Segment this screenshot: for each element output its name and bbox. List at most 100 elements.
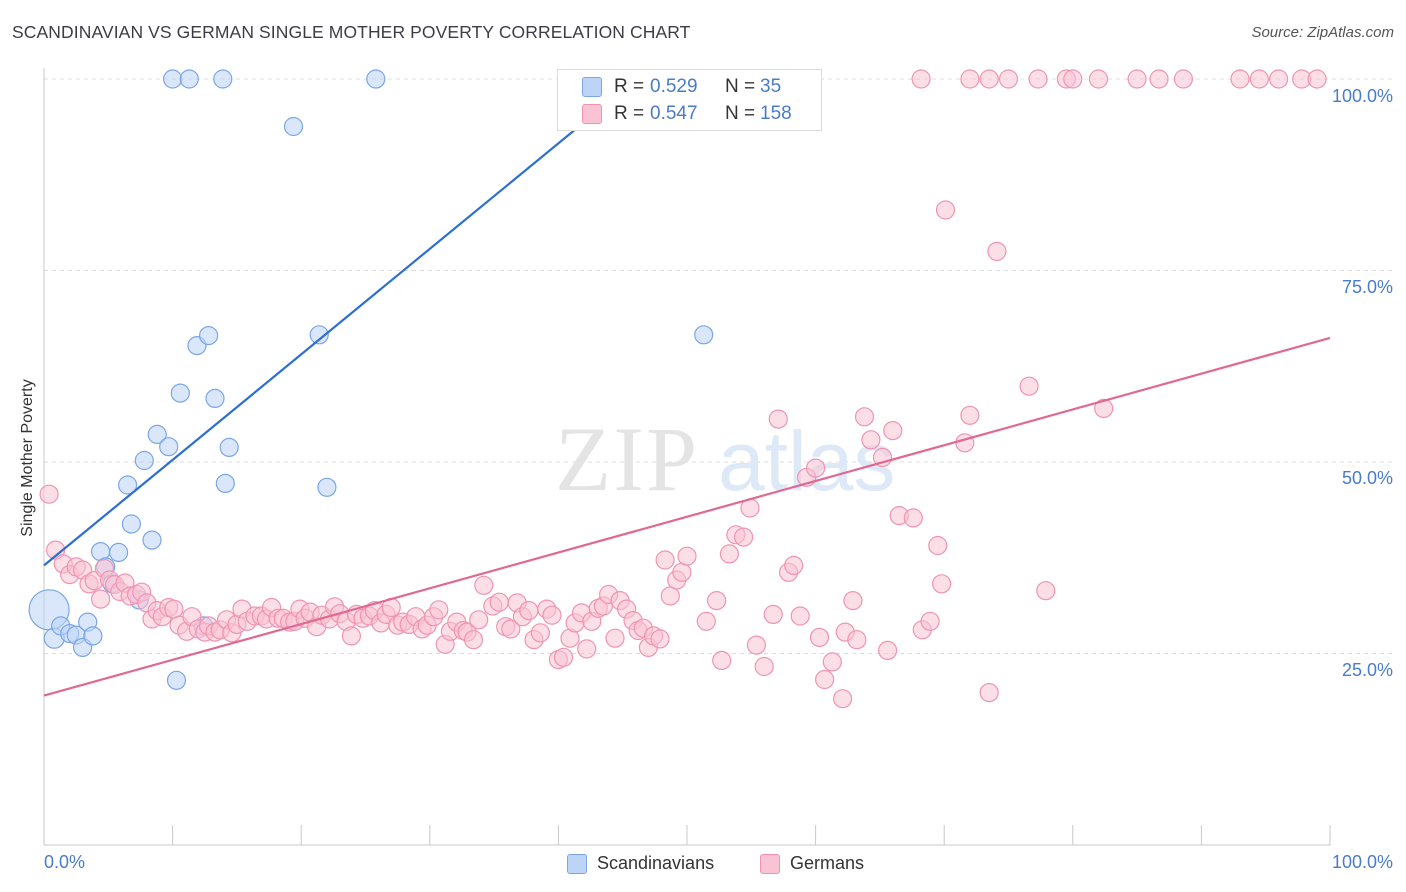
bottom-legend-label: Scandinavians xyxy=(597,853,715,873)
german-point xyxy=(854,407,875,427)
german-point xyxy=(1249,69,1269,89)
german-point xyxy=(998,69,1019,89)
german-point xyxy=(1127,69,1147,89)
scandinavian-point xyxy=(117,475,138,495)
german-point xyxy=(784,555,804,576)
german-point xyxy=(1230,69,1250,89)
german-point xyxy=(1019,376,1039,396)
german-point xyxy=(341,626,361,646)
german-point xyxy=(463,630,484,650)
scandinavian-point xyxy=(179,69,199,89)
scandinavian-point xyxy=(121,514,141,534)
legend-r-value: 0.547 xyxy=(650,103,698,124)
german-point xyxy=(1268,69,1289,89)
german-point xyxy=(489,592,509,612)
german-point xyxy=(90,589,111,609)
axes xyxy=(43,68,1331,846)
german-point xyxy=(847,630,867,650)
german-point xyxy=(660,586,680,606)
scandinavian-point xyxy=(219,437,239,457)
scandinavians-trendline xyxy=(43,78,638,567)
german-point xyxy=(164,599,184,619)
watermark-atlas: atlas xyxy=(718,414,895,508)
scandinavian-point xyxy=(108,542,129,563)
german-point xyxy=(960,405,980,425)
bottom-legend-swatch-germans xyxy=(760,854,780,874)
german-point xyxy=(979,69,999,89)
german-point xyxy=(719,544,740,564)
scandinavian-point xyxy=(199,326,219,346)
german-point xyxy=(1173,69,1194,89)
scandinavian-point xyxy=(134,450,154,471)
scandinavian-point xyxy=(83,626,103,646)
german-point xyxy=(832,689,853,709)
scandinavian-point xyxy=(317,477,337,497)
y-tick-label-50: 50.0% xyxy=(1341,468,1393,488)
german-point xyxy=(877,640,898,661)
german-point xyxy=(1149,69,1169,89)
scandinavian-point xyxy=(205,388,225,408)
germans-points xyxy=(39,69,1327,709)
german-point xyxy=(553,647,574,667)
watermark: ZIP atlas xyxy=(555,408,895,510)
german-point xyxy=(706,590,727,611)
german-point xyxy=(655,550,675,570)
grid-lines xyxy=(44,78,1395,654)
german-point xyxy=(530,623,551,643)
german-point xyxy=(469,610,489,630)
scandinavian-point xyxy=(215,473,235,493)
german-point xyxy=(805,458,826,478)
scandinavians-points xyxy=(28,69,714,690)
scandinavian-point xyxy=(694,325,714,345)
german-point xyxy=(429,600,449,620)
german-point xyxy=(474,575,494,595)
german-point xyxy=(1063,69,1083,89)
scandinavian-point xyxy=(170,383,190,403)
legend-n-value: 158 xyxy=(760,103,792,124)
german-point xyxy=(39,484,59,504)
y-tick-label-100: 100.0% xyxy=(1331,86,1393,106)
german-point xyxy=(763,604,783,625)
y-tick-label-75: 75.0% xyxy=(1341,277,1393,297)
german-point xyxy=(935,200,956,220)
german-point xyxy=(960,69,980,89)
german-point xyxy=(542,605,562,625)
german-point xyxy=(843,590,863,611)
german-point xyxy=(754,656,774,677)
german-point xyxy=(677,546,697,566)
scandinavian-point xyxy=(166,670,187,690)
x-tick-label-min: 0.0% xyxy=(44,852,86,872)
german-point xyxy=(883,421,903,441)
german-point xyxy=(501,619,521,639)
german-point xyxy=(577,639,597,659)
german-point xyxy=(1036,581,1056,601)
german-point xyxy=(746,635,767,655)
bottom-legend-label: Germans xyxy=(790,853,865,873)
german-point xyxy=(903,508,923,528)
german-point xyxy=(928,535,948,556)
german-point xyxy=(768,409,788,429)
german-point xyxy=(605,628,625,648)
german-point xyxy=(931,574,952,594)
trendlines xyxy=(43,78,1331,697)
german-point xyxy=(1094,398,1114,418)
y-tick-label-25: 25.0% xyxy=(1341,660,1393,680)
x-tick-label-max: 100.0% xyxy=(1331,852,1393,872)
german-point xyxy=(650,629,670,649)
bottom-legend-swatch-scandinavians xyxy=(567,854,587,874)
german-point xyxy=(822,652,842,672)
scandinavian-point xyxy=(366,69,386,89)
y-axis-label: Single Mother Poverty xyxy=(19,379,36,537)
scandinavian-point xyxy=(309,325,329,345)
scandinavian-point xyxy=(213,69,233,89)
german-point xyxy=(712,650,732,671)
german-point xyxy=(955,433,975,453)
chart-title: SCANDINAVIAN VS GERMAN SINGLE MOTHER POV… xyxy=(12,22,691,42)
legend-r-label: R = xyxy=(614,76,645,97)
legend-swatch-scandinavians xyxy=(582,77,602,97)
german-point xyxy=(920,611,940,631)
legend-r-label: R = xyxy=(614,103,645,124)
legend-swatch-germans xyxy=(582,104,602,124)
chart-source: Source: ZipAtlas.com xyxy=(1251,24,1394,41)
